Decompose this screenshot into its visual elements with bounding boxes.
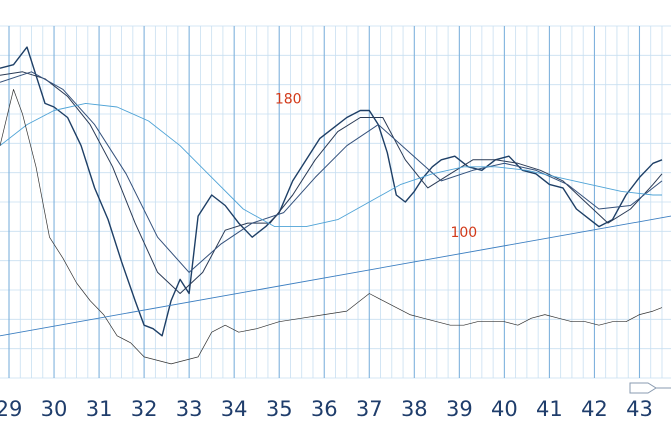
x-tick-label: 34 xyxy=(221,397,248,421)
x-tick-label: 36 xyxy=(311,397,338,421)
series-trendline xyxy=(0,215,671,337)
x-tick-label: 35 xyxy=(266,397,293,421)
annotation-label: 100 xyxy=(450,225,477,241)
annotation-layer: 180 100 xyxy=(275,91,477,241)
series-moving-average-fast xyxy=(0,71,663,294)
x-tick-label: 33 xyxy=(176,397,203,421)
x-tick-label: 37 xyxy=(356,397,383,421)
x-tick-label: 42 xyxy=(581,397,608,421)
x-axis-ticks: 29 30 31 32 33 34 35 36 37 38 39 40 41 42 43 xyxy=(0,397,653,421)
annotation-label: 180 xyxy=(275,91,302,107)
scroll-handle[interactable] xyxy=(629,382,671,394)
x-tick-label: 43 xyxy=(626,397,653,421)
x-tick-label: 40 xyxy=(491,397,518,421)
scroll-handle-icon[interactable] xyxy=(629,382,657,394)
x-tick-label: 39 xyxy=(446,397,473,421)
x-tick-label: 41 xyxy=(536,397,563,421)
x-tick-label: 30 xyxy=(41,397,68,421)
x-tick-label: 38 xyxy=(401,397,428,421)
x-tick-label: 29 xyxy=(0,397,22,421)
series-moving-average-medium xyxy=(0,71,663,273)
series-layer xyxy=(0,46,671,365)
series-indicator xyxy=(0,89,663,365)
series-price xyxy=(0,46,663,337)
series-moving-average-slow xyxy=(0,102,662,228)
x-tick-label: 31 xyxy=(86,397,113,421)
x-tick-label: 32 xyxy=(131,397,158,421)
